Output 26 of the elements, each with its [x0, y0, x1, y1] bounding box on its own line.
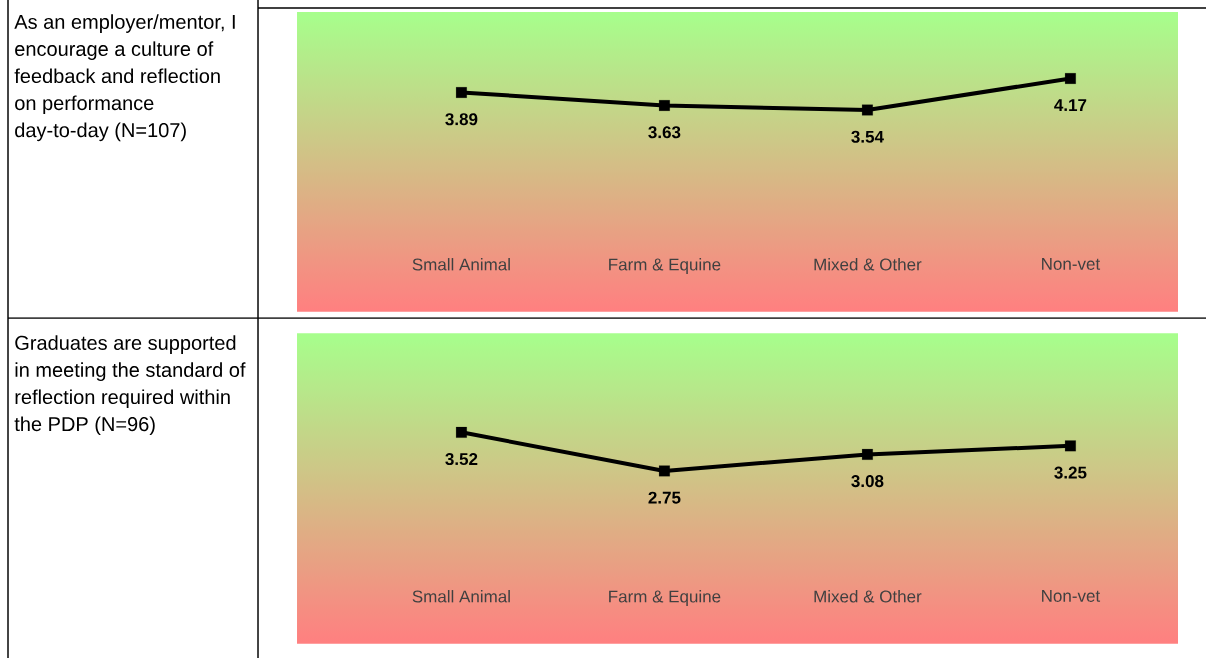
x-tick-label: Non-vet: [1042, 590, 1101, 602]
data-label: 3.52: [445, 453, 478, 466]
point: [659, 100, 670, 111]
data-label: 2.75: [648, 491, 681, 504]
point: [659, 465, 670, 477]
x-tick-label: Mixed & Other: [814, 258, 922, 271]
data-label: 3.63: [648, 126, 681, 139]
x-tick-label: Farm & Equine: [609, 590, 721, 606]
x-tick-label: Small Animal: [412, 590, 510, 603]
x-tick-label: Mixed & Other: [814, 590, 922, 603]
text: As an employer/mentor, I encourage a culture of feedback and reflection on performance day-to-day (N=107): [14, 14, 235, 142]
point: [1065, 73, 1076, 84]
x-tick-label: Small Animal: [412, 258, 510, 271]
point: [1065, 440, 1076, 452]
x-tick-label: Non-vet: [1042, 258, 1101, 270]
data-label: 3.89: [445, 113, 478, 126]
point: [456, 87, 467, 98]
point: [862, 104, 873, 116]
data-label: 4.17: [1054, 99, 1087, 111]
data-label: 3.54: [851, 130, 884, 143]
text: Graduates are supported in meeting the standard of reflection required within the PDP (N=96): [14, 335, 246, 436]
point: [862, 448, 873, 460]
data-label: 3.25: [1054, 466, 1087, 479]
point: [456, 426, 467, 438]
x-tick-label: Farm & Equine: [609, 258, 721, 274]
data-label: 3.08: [851, 475, 884, 488]
